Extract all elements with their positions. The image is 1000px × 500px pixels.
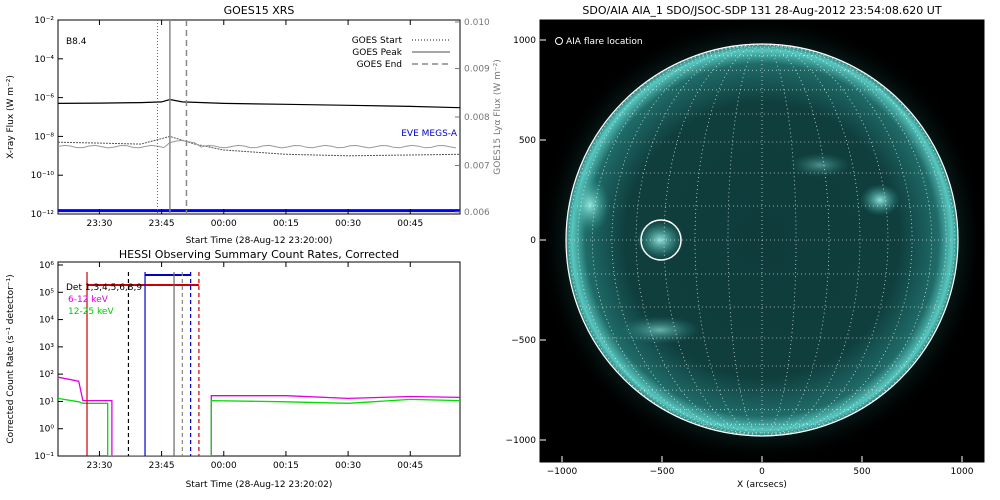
goes-ytick-label-0: 10⁻² — [34, 16, 54, 26]
hessi-legend-12-25: 12-25 keV — [68, 307, 114, 317]
hessi-series-layer — [58, 274, 460, 456]
aia-xtick-label-0: −1000 — [547, 467, 578, 477]
goes-lyman-trace — [58, 139, 456, 149]
hessi-ytick-label-4: 10² — [39, 370, 54, 380]
flare-location-marker — [640, 219, 682, 261]
goes-panel: GOES15 XRS B8.4 GOES Start GOES Peak GOE… — [6, 4, 503, 246]
aia-panel: SDO/AIA AIA_1 SDO/JSOC-SDP 131 28-Aug-20… — [506, 4, 987, 490]
goes-xlabel: Start Time (28-Aug-12 23:20:00) — [186, 236, 333, 246]
goes-ytick-label-3: 10⁻⁸ — [34, 132, 54, 142]
hessi-xtick-label-3: 00:15 — [273, 461, 299, 471]
goes-ylabel-right: GOES15 Lyα Flux (W m⁻²) — [493, 59, 503, 175]
goes-xtick-label-5: 00:45 — [397, 219, 423, 229]
active-region-flare — [636, 220, 684, 260]
aia-axes-layer: −1000 −500 0 500 1000 1000 500 0 −500 −1000 — [506, 19, 985, 477]
goes-annotation: B8.4 — [66, 37, 87, 47]
active-region-south — [620, 316, 700, 344]
aia-ytick-label-0: 1000 — [513, 36, 536, 46]
hessi-frame — [57, 261, 461, 457]
goes-xtick-label-0: 23:30 — [86, 219, 112, 229]
grid-longitude-12 — [761, 43, 889, 437]
hessi-title: HESSI Observing Summary Count Rates, Cor… — [119, 248, 399, 261]
goes-ylabel-left: X-ray Flux (W m⁻²) — [6, 75, 16, 159]
hessi-legend-6-12: 6-12 keV — [68, 295, 109, 305]
legend-goes-end: GOES End — [357, 60, 402, 70]
goes-ytick-right-label-0: 0.010 — [464, 18, 490, 28]
goes-xtick-label-2: 00:00 — [211, 219, 237, 229]
goes-ytick-right-label-3: 0.007 — [464, 162, 490, 172]
hessi-detectors: Det 1,3,4,5,6,8,9 — [66, 283, 142, 293]
goes-ytick-label-1: 10⁻⁴ — [34, 55, 54, 65]
aia-ytick-label-2: 0 — [530, 236, 536, 246]
hessi-ylabel: Corrected Count Rate (s⁻¹ detector⁻¹) — [6, 274, 16, 443]
hessi-vlines-layer — [86, 272, 200, 456]
hessi-xlabel: Start Time (28-Aug-12 23:20:02) — [186, 480, 333, 490]
goes-ytick-label-5: 10⁻¹² — [31, 210, 55, 220]
goes-ytick-right-label-4: 0.006 — [464, 208, 490, 218]
hessi-xtick-label-0: 23:30 — [86, 461, 112, 471]
aia-xtick-label-1: −500 — [650, 467, 675, 477]
hessi-series-0 — [58, 376, 460, 456]
aia-legend: AIA flare location — [566, 37, 643, 47]
hessi-xtick-label-2: 00:00 — [211, 461, 237, 471]
grid-longitude-3 — [611, 43, 763, 437]
goes-ytick-right-label-1: 0.009 — [464, 65, 490, 75]
hessi-ytick-label-6: 10⁰ — [39, 425, 54, 435]
hessi-series-1 — [58, 397, 460, 456]
goes-vlines-layer — [156, 20, 188, 214]
grid-longitude-6 — [694, 43, 763, 437]
grid-longitude-11 — [761, 43, 861, 437]
hessi-panel: HESSI Observing Summary Count Rates, Cor… — [6, 248, 461, 490]
goes-xtick-label-3: 00:15 — [273, 219, 299, 229]
goes-ytick-right-label-2: 0.008 — [464, 113, 490, 123]
aia-xtick-label-4: 1000 — [951, 467, 974, 477]
eve-label: EVE MEGS-A — [401, 129, 458, 139]
legend-goes-peak: GOES Peak — [352, 48, 402, 58]
goes-xtick-label-1: 23:45 — [149, 219, 175, 229]
goes-xtick-label-4: 00:30 — [335, 219, 361, 229]
grid-longitude-10 — [761, 43, 830, 437]
hessi-ytick-label-3: 10³ — [39, 343, 54, 353]
aia-title: SDO/AIA AIA_1 SDO/JSOC-SDP 131 28-Aug-20… — [582, 4, 941, 17]
hessi-xtick-label-5: 00:45 — [397, 461, 423, 471]
hessi-xtick-label-1: 23:45 — [149, 461, 175, 471]
hessi-ytick-label-7: 10⁻¹ — [34, 452, 54, 462]
active-regions — [570, 153, 900, 344]
goes-ytick-label-2: 10⁻⁶ — [34, 94, 54, 104]
aia-ytick-label-1: 500 — [519, 136, 536, 146]
solar-limb — [565, 43, 959, 437]
goes-ytick-label-4: 10⁻¹⁰ — [31, 171, 55, 181]
active-region-east-limb — [570, 177, 610, 233]
hessi-ytick-label-0: 10⁶ — [39, 261, 54, 271]
active-region-west — [860, 184, 900, 216]
goes-series-layer — [58, 98, 460, 213]
hessi-axes-layer: 23:30 23:45 00:00 00:15 00:30 00:45 10⁶ 10⁵ 10⁴ 1… — [34, 261, 423, 471]
goes-title: GOES15 XRS — [224, 4, 295, 17]
goes-series-1 — [58, 135, 460, 157]
grid-longitude-9 — [761, 43, 797, 437]
aia-xlabel: X (arcsecs) — [737, 480, 787, 490]
grid-longitude-5 — [663, 43, 763, 437]
active-region-north — [790, 153, 850, 177]
hessi-ytick-label-2: 10⁴ — [39, 316, 54, 326]
aia-ytick-label-4: −1000 — [506, 436, 537, 446]
grid-longitude-4 — [635, 43, 763, 437]
legend-marker-icon — [555, 37, 563, 45]
grid-longitude-7 — [727, 43, 763, 437]
hessi-ytick-label-5: 10¹ — [39, 397, 54, 407]
goes-series-0 — [58, 98, 460, 109]
legend-goes-start: GOES Start — [352, 36, 403, 46]
heliographic-grid — [566, 43, 958, 437]
hessi-ytick-label-1: 10⁵ — [39, 288, 54, 298]
aia-xtick-label-2: 0 — [759, 467, 765, 477]
aia-ytick-label-3: −500 — [511, 336, 536, 346]
goes-legend: GOES Start GOES Peak GOES End — [352, 36, 450, 70]
goes-axes-layer: 23:30 23:45 00:00 00:15 00:30 00:45 10⁻² 10⁻⁴ 10… — [31, 16, 490, 229]
hessi-xtick-label-4: 00:30 — [335, 461, 361, 471]
aia-xtick-label-3: 500 — [853, 467, 870, 477]
grid-longitude-13 — [761, 43, 913, 437]
